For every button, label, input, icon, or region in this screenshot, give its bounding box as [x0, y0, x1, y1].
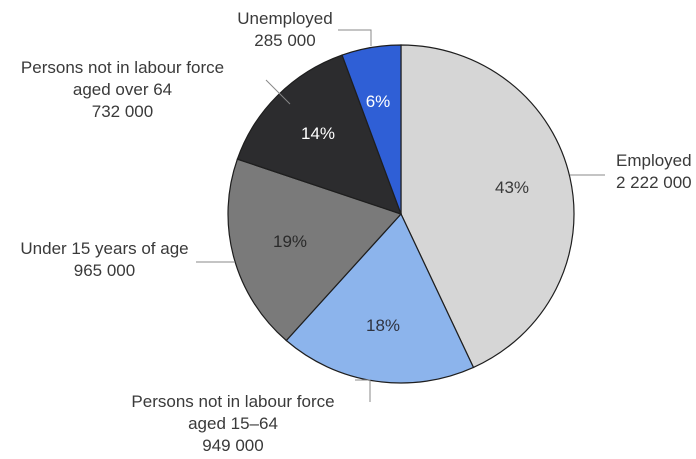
label-employed-value: 2 222 000: [616, 173, 692, 192]
leader-line-15-64: [355, 379, 371, 402]
label-not-in-labour-over-64-line1: Persons not in labour force: [20, 58, 225, 77]
pie-slice-under-15: [227, 158, 403, 342]
label-employed: Employed 2 222 000: [616, 150, 692, 194]
label-unemployed-name: Unemployed: [237, 9, 333, 28]
label-not-in-labour-over-64-value: 732 000: [91, 102, 154, 121]
pie-slices: [227, 44, 575, 384]
label-under-15: Under 15 years of age 965 000: [2, 238, 207, 282]
label-under-15-value: 965 000: [73, 261, 136, 280]
slice-percent-employed: 43%: [494, 178, 530, 197]
pie-slice-not-in-labour-15-64: [285, 212, 475, 384]
label-not-in-labour-15-64: Persons not in labour force aged 15–64 9…: [108, 391, 358, 457]
pie-slice-not-in-labour-over-64: [236, 54, 402, 215]
label-unemployed-value: 285 000: [254, 31, 316, 50]
leader-lines: [196, 29, 605, 402]
leader-line-over-64: [265, 79, 291, 105]
label-not-in-labour-15-64-line1: Persons not in labour force: [131, 392, 335, 411]
label-not-in-labour-15-64-line2: aged 15–64: [188, 414, 278, 433]
leader-line-unemployed: [338, 29, 372, 46]
slice-percent-under-15: 19%: [272, 232, 308, 251]
label-employed-name: Employed: [616, 151, 692, 170]
pie-slice-employed: [400, 44, 575, 369]
label-unemployed: Unemployed 285 000: [224, 8, 346, 52]
pie-slice-unemployed: [341, 44, 402, 215]
label-under-15-name: Under 15 years of age: [20, 239, 189, 258]
label-not-in-labour-over-64-line2: aged over 64: [72, 80, 173, 99]
slice-percent-not-in-labour-15-64: 18%: [365, 316, 401, 335]
slice-percent-not-in-labour-over-64: 14%: [300, 124, 336, 143]
slice-percent-unemployed: 6%: [365, 92, 391, 111]
label-not-in-labour-over-64: Persons not in labour force aged over 64…: [0, 57, 245, 123]
label-not-in-labour-15-64-value: 949 000: [202, 436, 264, 455]
